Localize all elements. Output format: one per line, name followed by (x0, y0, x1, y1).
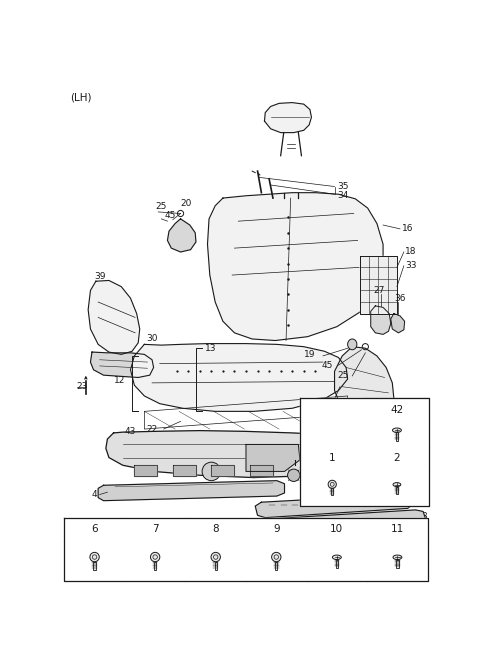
Bar (396, 560, 398, 568)
Polygon shape (371, 306, 391, 335)
Text: 9: 9 (273, 524, 279, 534)
Bar (396, 487, 398, 494)
Polygon shape (173, 465, 196, 476)
Polygon shape (250, 465, 273, 476)
Text: 30: 30 (146, 335, 157, 344)
Bar (331, 489, 333, 495)
Polygon shape (329, 424, 414, 465)
Bar (275, 562, 277, 569)
Text: 7: 7 (152, 524, 158, 534)
Polygon shape (134, 465, 157, 476)
Text: 2: 2 (394, 453, 400, 463)
Text: 4: 4 (92, 490, 97, 499)
Ellipse shape (393, 555, 402, 560)
Text: 36: 36 (394, 294, 405, 302)
Text: 12: 12 (114, 376, 125, 385)
Polygon shape (335, 346, 394, 416)
Bar (396, 432, 398, 441)
Text: 3: 3 (421, 512, 427, 521)
Polygon shape (98, 481, 285, 501)
Text: 19: 19 (304, 350, 315, 359)
Text: 20: 20 (180, 199, 192, 208)
Text: 23: 23 (77, 382, 88, 391)
Polygon shape (264, 102, 312, 133)
Polygon shape (260, 510, 426, 536)
Polygon shape (211, 465, 234, 476)
Text: 45: 45 (164, 211, 176, 220)
Ellipse shape (393, 428, 401, 432)
Circle shape (211, 552, 220, 562)
Text: 45: 45 (322, 361, 333, 370)
Bar (336, 560, 338, 568)
Ellipse shape (333, 555, 341, 560)
Text: 29: 29 (301, 440, 313, 449)
Text: 42: 42 (390, 405, 404, 415)
Text: (LH): (LH) (71, 92, 92, 102)
Ellipse shape (393, 483, 401, 487)
Circle shape (272, 552, 281, 562)
Ellipse shape (348, 339, 357, 350)
Polygon shape (106, 430, 350, 478)
Text: 25: 25 (337, 371, 348, 380)
Text: 10: 10 (330, 524, 343, 534)
Circle shape (288, 469, 300, 482)
Text: 18: 18 (406, 247, 417, 256)
Text: 33: 33 (406, 261, 417, 270)
Text: 27: 27 (374, 286, 385, 295)
Polygon shape (255, 495, 411, 518)
Text: 8: 8 (213, 524, 219, 534)
Text: 38: 38 (301, 420, 313, 430)
Bar (94, 562, 96, 569)
Polygon shape (207, 193, 383, 340)
Text: 34: 34 (337, 192, 348, 200)
Polygon shape (64, 518, 428, 581)
Text: 11: 11 (391, 524, 404, 534)
Text: 35: 35 (337, 182, 348, 191)
Text: 13: 13 (205, 344, 216, 353)
Bar (215, 562, 217, 569)
Polygon shape (168, 219, 196, 252)
Polygon shape (360, 256, 397, 314)
Text: 4: 4 (415, 495, 421, 504)
FancyArrowPatch shape (294, 455, 295, 457)
Bar (154, 562, 156, 569)
Text: 39: 39 (94, 272, 106, 281)
Polygon shape (88, 281, 140, 354)
Text: 16: 16 (402, 224, 413, 234)
Text: 31: 31 (304, 469, 315, 478)
FancyArrowPatch shape (85, 377, 87, 379)
Circle shape (150, 552, 160, 562)
Text: 43: 43 (124, 427, 136, 436)
Circle shape (328, 480, 336, 489)
Polygon shape (131, 344, 348, 411)
Polygon shape (391, 314, 405, 333)
Text: 25: 25 (155, 202, 167, 211)
Text: 22: 22 (146, 424, 157, 434)
Polygon shape (90, 352, 154, 377)
Polygon shape (246, 445, 300, 472)
Text: 6: 6 (91, 524, 98, 534)
Text: 1: 1 (329, 453, 336, 463)
Circle shape (202, 462, 221, 481)
Polygon shape (300, 398, 429, 506)
Text: 23: 23 (299, 461, 310, 470)
Circle shape (90, 552, 99, 562)
